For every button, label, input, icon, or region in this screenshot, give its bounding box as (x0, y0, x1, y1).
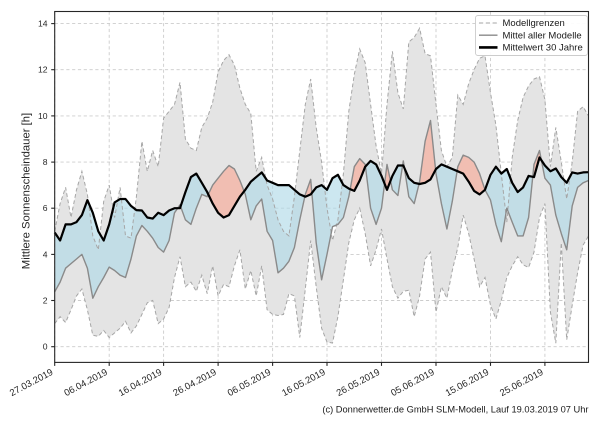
svg-text:Mittel aller Modelle: Mittel aller Modelle (503, 30, 582, 41)
svg-text:Mittlere Sonnenscheindauer [h]: Mittlere Sonnenscheindauer [h] (21, 113, 33, 269)
svg-text:Modellgrenzen: Modellgrenzen (503, 18, 565, 29)
svg-text:8: 8 (43, 157, 48, 167)
svg-text:Mittelwert 30 Jahre: Mittelwert 30 Jahre (503, 43, 583, 54)
svg-text:0: 0 (43, 342, 48, 352)
svg-text:10: 10 (38, 111, 48, 121)
svg-text:6: 6 (43, 203, 48, 213)
svg-text:14: 14 (38, 19, 48, 29)
svg-text:(c) Donnerwetter.de GmbH SLM-M: (c) Donnerwetter.de GmbH SLM-Modell, Lau… (322, 405, 588, 415)
svg-text:2: 2 (43, 296, 48, 306)
svg-text:4: 4 (43, 249, 48, 259)
svg-text:12: 12 (38, 65, 48, 75)
